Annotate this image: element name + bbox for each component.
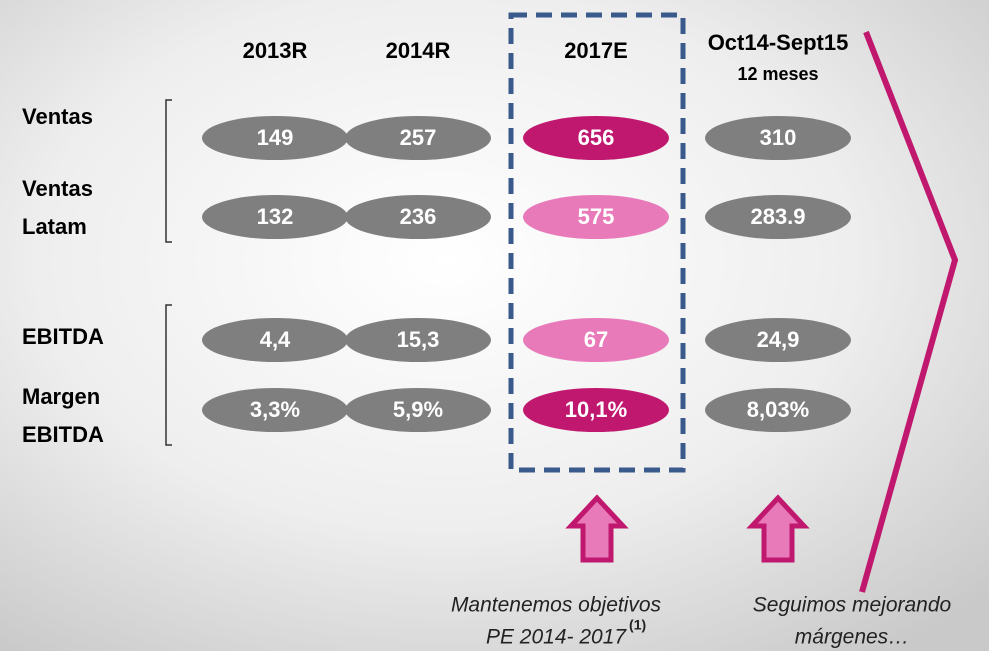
value-pill (705, 116, 851, 160)
row-label: Ventas (22, 176, 93, 201)
value: 283.9 (750, 204, 805, 229)
column-subheader: 12 meses (737, 64, 818, 84)
value-pill (345, 116, 491, 160)
value-pill (202, 318, 348, 362)
value: 149 (257, 125, 294, 150)
value: 3,3% (250, 397, 300, 422)
column-header: 2013R (243, 38, 308, 63)
value: 575 (578, 204, 615, 229)
value: 236 (400, 204, 437, 229)
value: 132 (257, 204, 294, 229)
caption: Seguimos mejorando (753, 594, 952, 617)
row-label: EBITDA (22, 324, 104, 349)
caption: márgenes… (795, 626, 909, 649)
value-pill (705, 318, 851, 362)
value: 257 (400, 125, 437, 150)
value-pill (523, 116, 669, 160)
bracket (165, 99, 172, 243)
value-pill (705, 195, 851, 239)
row-label: Margen (22, 384, 100, 409)
row-label: EBITDA (22, 422, 104, 447)
value-pill (202, 195, 348, 239)
value-pill (345, 195, 491, 239)
column-header: 2014R (386, 38, 451, 63)
value: 310 (760, 125, 797, 150)
value: 5,9% (393, 397, 443, 422)
value-pill (345, 318, 491, 362)
value-pill (523, 318, 669, 362)
highlight-box (508, 12, 686, 473)
column-header: Oct14-Sept15 (708, 30, 849, 55)
footnote-marker: (1) (629, 617, 646, 633)
value: 15,3 (397, 327, 440, 352)
caption: PE 2014- 2017 (486, 626, 627, 649)
up-arrow (746, 494, 810, 563)
value: 4,4 (260, 327, 291, 352)
value-pill (202, 116, 348, 160)
value-pill (202, 388, 348, 432)
value: 67 (584, 327, 608, 352)
value: 24,9 (757, 327, 800, 352)
column-header: 2017E (564, 38, 628, 63)
value-pill (345, 388, 491, 432)
up-arrow (565, 494, 629, 563)
row-label: Ventas (22, 104, 93, 129)
row-label: Latam (22, 214, 87, 239)
value-pill (523, 195, 669, 239)
value: 10,1% (565, 397, 627, 422)
value-pill (523, 388, 669, 432)
value: 656 (578, 125, 615, 150)
value: 8,03% (747, 397, 809, 422)
caption: Mantenemos objetivos (451, 594, 662, 617)
chevron (859, 30, 959, 593)
value-pill (705, 388, 851, 432)
bracket (165, 304, 172, 446)
